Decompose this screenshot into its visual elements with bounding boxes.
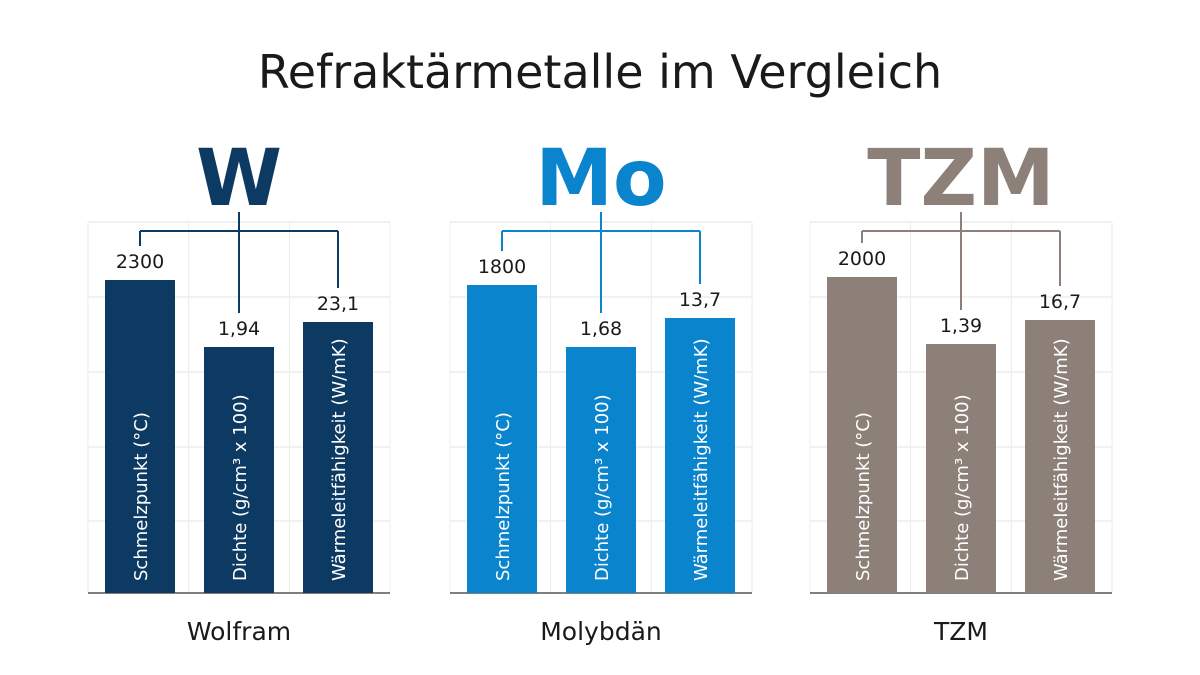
data-label: 13,7 xyxy=(679,289,721,311)
bar xyxy=(105,280,175,593)
category-label: Schmelzpunkt (°C) xyxy=(131,412,152,581)
category-label: Dichte (g/cm³ x 100) xyxy=(592,394,613,581)
category-label: Wärmeleitfähigkeit (W/mK) xyxy=(329,338,350,581)
data-label: 1,39 xyxy=(940,315,982,337)
data-label: 1,94 xyxy=(218,318,260,340)
panel-molybdän: Mo 1800 Schmelzpunkt (°C) 1,68 Dichte (g/cm³… xyxy=(449,134,753,646)
category-label: Schmelzpunkt (°C) xyxy=(493,412,514,581)
bar xyxy=(303,322,373,593)
panel-label: Wolfram xyxy=(187,617,291,646)
data-label: 2000 xyxy=(838,248,886,270)
category-label: Dichte (g/cm³ x 100) xyxy=(230,394,251,581)
panel-wolfram: W 2300 Schmelzpunkt (°C) 1,94 Dichte (g/cm³ … xyxy=(87,134,391,646)
bar xyxy=(204,347,274,593)
element-symbol: W xyxy=(196,134,282,224)
bar xyxy=(1025,320,1095,593)
data-label: 1,68 xyxy=(580,318,622,340)
bar xyxy=(566,347,636,593)
data-label: 16,7 xyxy=(1039,291,1081,313)
category-label: Wärmeleitfähigkeit (W/mK) xyxy=(691,338,712,581)
bar xyxy=(926,344,996,593)
element-symbol: Mo xyxy=(535,134,666,224)
chart-title: Refraktärmetalle im Vergleich xyxy=(258,45,942,99)
data-label: 23,1 xyxy=(317,293,359,315)
element-symbol: TZM xyxy=(867,134,1054,224)
category-label: Dichte (g/cm³ x 100) xyxy=(952,394,973,581)
data-label: 1800 xyxy=(478,256,526,278)
panel-label: TZM xyxy=(933,617,988,646)
bar xyxy=(665,318,735,593)
data-label: 2300 xyxy=(116,251,164,273)
panel-tzm: TZM 2000 Schmelzpunkt (°C) 1,39 Dichte (g/cm… xyxy=(809,134,1113,646)
category-label: Wärmeleitfähigkeit (W/mK) xyxy=(1051,338,1072,581)
panel-label: Molybdän xyxy=(540,617,662,646)
bar xyxy=(467,285,537,593)
bar xyxy=(827,277,897,593)
category-label: Schmelzpunkt (°C) xyxy=(853,412,874,581)
